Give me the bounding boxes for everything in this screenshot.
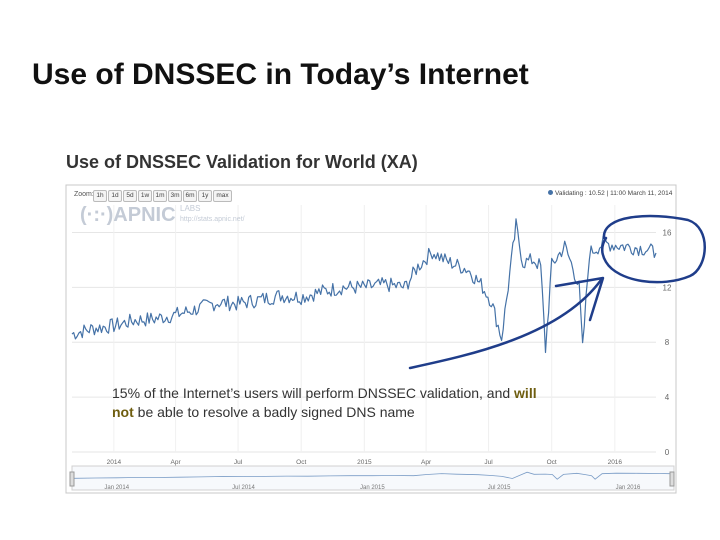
callout-text: 15% of the Internet’s users will perform… [112,384,537,422]
slide-title: Use of DNSSEC in Today’s Internet [32,58,529,91]
legend-dot-icon [548,190,553,195]
y-tick-label: 12 [663,283,672,292]
series-line-validating [71,218,657,354]
x-tick-label: Oct [296,459,306,466]
legend-series-label: Validating : 10.52 [555,190,605,197]
navigator-line [73,471,671,480]
chart-frame [65,184,677,494]
y-tick-label: 4 [665,393,670,402]
callout-part2: be able to resolve a badly signed DNS na… [133,404,415,420]
callout-emphasis-not: not [112,404,134,420]
zoom-button-1w[interactable]: 1w [138,190,152,202]
navigator-label: Jan 2014 [104,485,129,491]
navigator-label: Jul 2014 [232,485,255,491]
legend-timestamp: 11:00 March 11, 2014 [610,190,673,197]
navigator-strip [71,465,675,491]
zoom-button-1h[interactable]: 1h [93,190,107,202]
zoom-button-1d[interactable]: 1d [108,190,122,202]
watermark-name: (·:·)APNIC [80,204,176,226]
zoom-button-1m[interactable]: 1m [153,190,167,202]
zoom-button-5d[interactable]: 5d [123,190,137,202]
navigator-label: Jul 2015 [488,485,511,491]
chart-legend: Validating : 10.52 | 11:00 March 11, 201… [548,190,672,197]
x-tick-label: Apr [171,459,182,466]
arrow-head-icon [554,276,605,322]
x-tick-label: 2015 [357,459,372,466]
zoom-button-6m[interactable]: 6m [183,190,197,202]
zoom-button-3m[interactable]: 3m [168,190,182,202]
y-tick-label: 0 [665,448,670,457]
chart-title: Use of DNSSEC Validation for World (XA) [66,152,418,172]
x-tick-label: Jul [484,459,493,466]
x-tick-label: 2016 [608,459,623,466]
y-tick-label: 8 [665,338,670,347]
legend-separator: | [606,190,611,197]
y-tick-label: 16 [663,228,672,237]
navigator-handle-right [669,471,675,487]
navigator-handle-left [69,471,75,487]
circle-annotation-icon [601,214,706,284]
navigator-label: Jan 2015 [360,485,385,491]
navigator-label: Jan 2016 [616,485,641,491]
watermark-labs: LABS [180,204,201,213]
zoom-button-max[interactable]: max [213,190,232,202]
callout-part1: 15% of the Internet’s users will perform… [112,385,515,401]
watermark-url: http://stats.apnic.net/ [180,216,245,223]
x-tick-label: Oct [547,459,557,466]
zoom-label: Zoom: [74,191,94,198]
x-tick-label: Jul [234,459,243,466]
apnic-logo-icon: (·:·)APNIC LABS http://stats.apnic.net/ [80,204,245,227]
x-tick-label: Apr [421,459,432,466]
arrow-icon [408,278,603,370]
x-tick-label: 2014 [107,459,122,466]
callout-emphasis-will: will [514,385,537,401]
zoom-button-1y[interactable]: 1y [198,190,212,202]
